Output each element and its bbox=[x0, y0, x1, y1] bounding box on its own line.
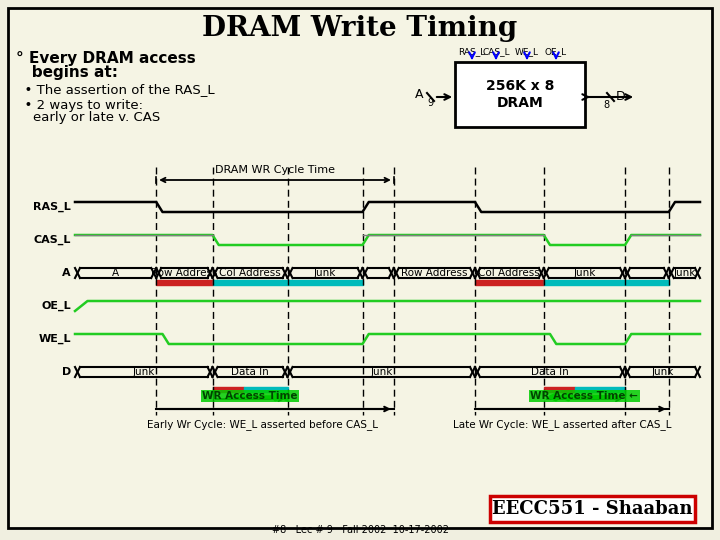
Text: 8: 8 bbox=[603, 100, 609, 110]
Text: D: D bbox=[62, 367, 71, 377]
Bar bbox=[490, 496, 695, 522]
Bar bbox=[156, 280, 212, 285]
Text: Junk: Junk bbox=[652, 367, 674, 377]
Text: Row Address: Row Address bbox=[401, 268, 467, 278]
Bar bbox=[544, 387, 575, 392]
Text: • The assertion of the RAS_L: • The assertion of the RAS_L bbox=[16, 84, 215, 97]
Bar bbox=[212, 387, 244, 392]
Bar bbox=[455, 62, 585, 127]
Text: Junk: Junk bbox=[314, 268, 336, 278]
Text: OE_L: OE_L bbox=[545, 47, 567, 56]
Text: CAS_L: CAS_L bbox=[34, 235, 71, 245]
Text: RAS_L: RAS_L bbox=[33, 202, 71, 212]
Text: Late Wr Cycle: WE_L asserted after CAS_L: Late Wr Cycle: WE_L asserted after CAS_L bbox=[454, 420, 672, 430]
Text: WR Access Time: WR Access Time bbox=[202, 391, 298, 401]
Bar bbox=[544, 280, 669, 285]
Text: A: A bbox=[63, 268, 71, 278]
Text: Data In: Data In bbox=[531, 367, 569, 377]
Text: WE_L: WE_L bbox=[38, 334, 71, 344]
Text: Data In: Data In bbox=[231, 367, 269, 377]
Text: Col Address: Col Address bbox=[479, 268, 540, 278]
Text: Junk: Junk bbox=[673, 268, 696, 278]
Text: Early Wr Cycle: WE_L asserted before CAS_L: Early Wr Cycle: WE_L asserted before CAS… bbox=[147, 420, 378, 430]
Text: WE_L: WE_L bbox=[515, 47, 539, 56]
Text: Row Address: Row Address bbox=[151, 268, 217, 278]
Text: 256K x 8
DRAM: 256K x 8 DRAM bbox=[486, 79, 554, 110]
Text: • 2 ways to write:: • 2 ways to write: bbox=[16, 98, 143, 111]
Text: OE_L: OE_L bbox=[41, 301, 71, 311]
Text: begins at:: begins at: bbox=[16, 64, 118, 79]
Text: Col Address: Col Address bbox=[219, 268, 281, 278]
Text: Junk: Junk bbox=[370, 367, 392, 377]
Text: A: A bbox=[415, 89, 423, 102]
Text: #8   Lec # 9   Fall 2002  10-17-2002: #8 Lec # 9 Fall 2002 10-17-2002 bbox=[271, 525, 449, 535]
Bar bbox=[244, 387, 287, 392]
Text: D: D bbox=[616, 91, 626, 104]
Text: RAS_L: RAS_L bbox=[459, 47, 485, 56]
Text: DRAM Write Timing: DRAM Write Timing bbox=[202, 15, 518, 42]
Text: DRAM WR Cycle Time: DRAM WR Cycle Time bbox=[215, 165, 335, 175]
Text: WR Access Time ←: WR Access Time ← bbox=[531, 391, 639, 401]
Text: Junk: Junk bbox=[573, 268, 595, 278]
Text: CAS_L: CAS_L bbox=[482, 47, 510, 56]
Text: ° Every DRAM access: ° Every DRAM access bbox=[16, 51, 196, 65]
Text: Junk: Junk bbox=[132, 367, 155, 377]
Bar bbox=[475, 280, 544, 285]
Text: A: A bbox=[112, 268, 120, 278]
Bar bbox=[212, 280, 362, 285]
Text: 9: 9 bbox=[427, 98, 433, 108]
Bar bbox=[575, 387, 625, 392]
Text: early or late v. CAS: early or late v. CAS bbox=[16, 111, 161, 125]
Text: EECC551 - Shaaban: EECC551 - Shaaban bbox=[492, 500, 693, 518]
